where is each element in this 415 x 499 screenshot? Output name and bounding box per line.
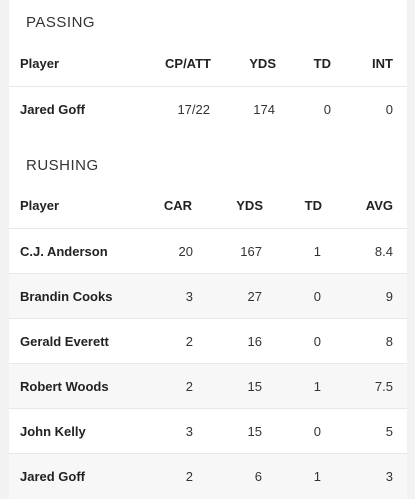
car-value: 3 — [185, 289, 193, 304]
rushing-header-td: TD — [304, 198, 322, 213]
player-name: C.J. Anderson — [20, 244, 108, 259]
yds-value: 15 — [247, 379, 262, 394]
avg-value: 7.5 — [374, 379, 393, 394]
passing-section-title: PASSING — [26, 14, 96, 31]
rushing-section-title: RUSHING — [26, 157, 99, 174]
table-row: C.J. Anderson 20 167 1 8.4 — [9, 228, 407, 274]
yds-value: 174 — [253, 102, 275, 117]
table-row: Robert Woods 2 15 1 7.5 — [9, 363, 407, 409]
passing-header-cpatt: CP/ATT — [165, 56, 211, 71]
td-value: 0 — [323, 102, 331, 117]
player-name: Gerald Everett — [20, 334, 109, 349]
td-value: 0 — [313, 424, 321, 439]
table-row: Brandin Cooks 3 27 0 9 — [9, 273, 407, 319]
passing-header-row: Player CP/ATT YDS TD INT — [9, 41, 407, 86]
td-value: 0 — [313, 334, 321, 349]
avg-value: 3 — [385, 469, 393, 484]
passing-header-player: Player — [20, 56, 60, 71]
table-row: John Kelly 3 15 0 5 — [9, 408, 407, 454]
passing-header-int: INT — [372, 56, 393, 71]
cp-att-value: 17/22 — [177, 102, 210, 117]
yds-value: 6 — [254, 469, 262, 484]
td-value: 0 — [313, 289, 321, 304]
car-value: 2 — [185, 334, 193, 349]
table-row: Jared Goff 17/22 174 0 0 — [9, 86, 407, 132]
avg-value: 9 — [385, 289, 393, 304]
rushing-header-yds: YDS — [236, 198, 263, 213]
yds-value: 27 — [247, 289, 262, 304]
rushing-header-car: CAR — [163, 198, 192, 213]
yds-value: 167 — [240, 244, 262, 259]
car-value: 3 — [185, 424, 193, 439]
td-value: 1 — [313, 244, 321, 259]
avg-value: 8.4 — [374, 244, 393, 259]
car-value: 2 — [185, 379, 193, 394]
rushing-header-row: Player CAR YDS TD AVG — [9, 183, 407, 228]
player-name: John Kelly — [20, 424, 86, 439]
td-value: 1 — [313, 469, 321, 484]
player-name: Jared Goff — [20, 469, 86, 484]
passing-header-yds: YDS — [249, 56, 276, 71]
car-value: 20 — [178, 244, 193, 259]
passing-header-td: TD — [313, 56, 331, 71]
stats-panel: PASSING Player CP/ATT YDS TD INT Jared G… — [9, 0, 407, 499]
avg-value: 5 — [385, 424, 393, 439]
table-row: Jared Goff 2 6 1 3 — [9, 453, 407, 499]
rushing-header-avg: AVG — [365, 198, 393, 213]
td-value: 1 — [313, 379, 321, 394]
car-value: 2 — [185, 469, 193, 484]
player-name: Jared Goff — [20, 102, 86, 117]
player-name: Robert Woods — [20, 379, 109, 394]
table-row: Gerald Everett 2 16 0 8 — [9, 318, 407, 364]
yds-value: 15 — [247, 424, 262, 439]
avg-value: 8 — [385, 334, 393, 349]
player-name: Brandin Cooks — [20, 289, 113, 304]
int-value: 0 — [385, 102, 393, 117]
yds-value: 16 — [247, 334, 262, 349]
rushing-header-player: Player — [20, 198, 60, 213]
